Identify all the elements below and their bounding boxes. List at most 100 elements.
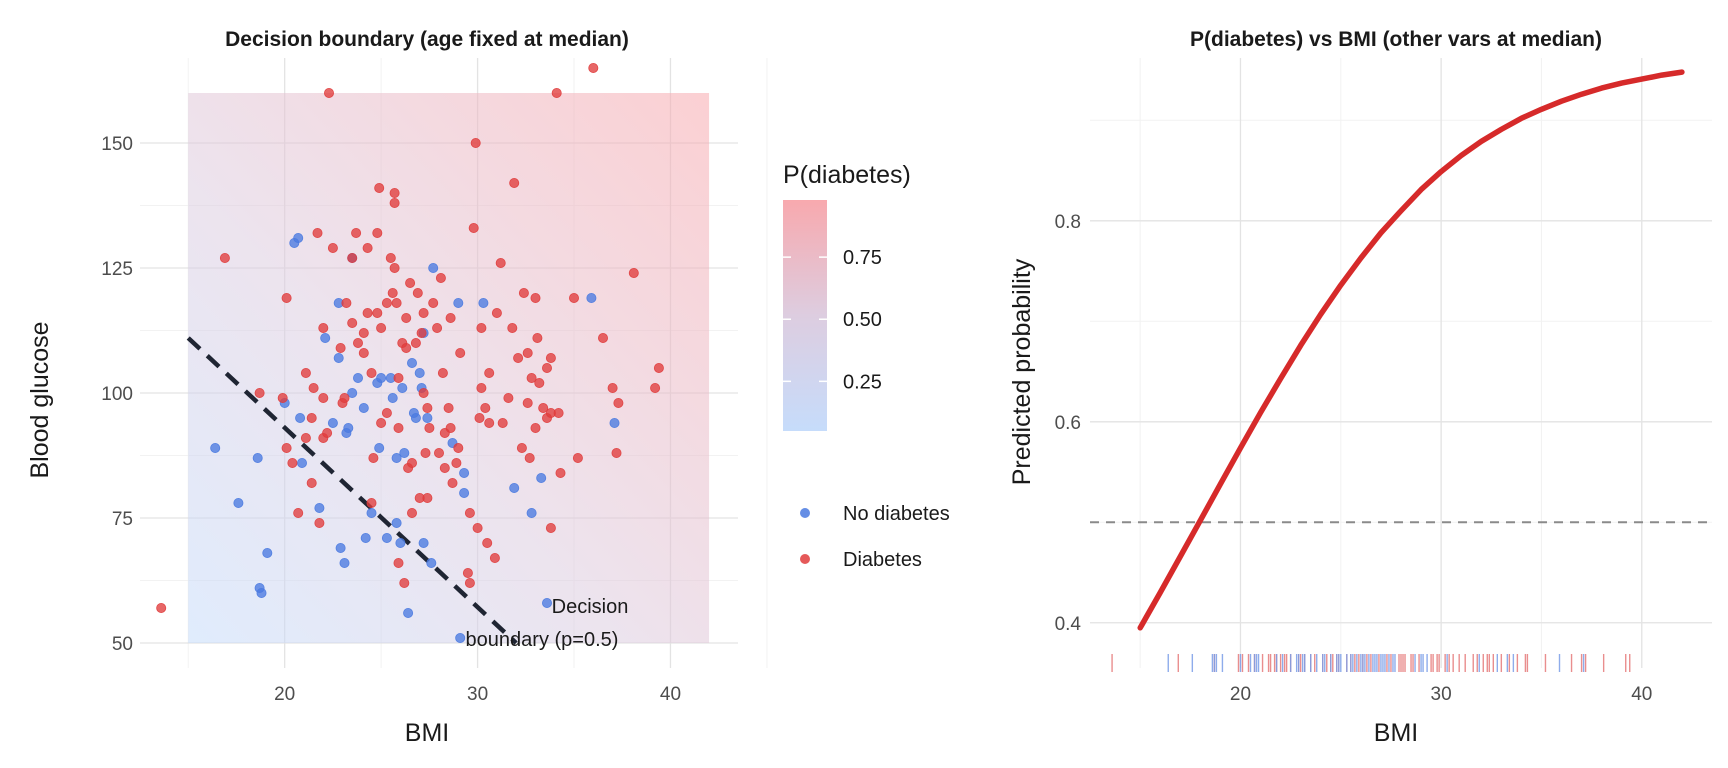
point-diabetes xyxy=(287,457,298,468)
point-diabetes xyxy=(385,252,396,263)
right-y-tick-label: 0.8 xyxy=(1055,212,1081,233)
point-no-diabetes xyxy=(418,538,429,549)
point-diabetes xyxy=(387,287,398,298)
point-diabetes xyxy=(484,417,495,428)
point-no-diabetes xyxy=(391,452,402,463)
point-diabetes xyxy=(518,287,529,298)
point-no-diabetes xyxy=(428,262,439,273)
colorbar-tick-label: 0.75 xyxy=(843,247,882,269)
point-no-diabetes xyxy=(586,292,597,303)
point-no-diabetes xyxy=(406,357,417,368)
colorbar xyxy=(783,200,827,431)
colorbar-title: P(diabetes) xyxy=(783,161,911,189)
point-diabetes xyxy=(381,407,392,418)
point-diabetes xyxy=(569,292,580,303)
point-diabetes xyxy=(445,422,456,433)
right-gridlines xyxy=(1090,58,1712,668)
point-no-diabetes xyxy=(397,382,408,393)
point-no-diabetes xyxy=(256,588,267,599)
point-diabetes xyxy=(300,367,311,378)
point-diabetes xyxy=(545,523,556,534)
point-diabetes xyxy=(588,63,599,74)
point-diabetes xyxy=(491,307,502,318)
point-no-diabetes xyxy=(381,533,392,544)
point-diabetes xyxy=(509,177,520,188)
point-diabetes xyxy=(323,88,334,99)
point-no-diabetes xyxy=(366,507,377,518)
right-y-axis-title: Predicted probability xyxy=(1008,258,1036,485)
point-diabetes xyxy=(530,292,541,303)
point-diabetes xyxy=(314,518,325,529)
probability-curve-panel: P(diabetes) vs BMI (other vars at median… xyxy=(1008,28,1712,747)
point-diabetes xyxy=(406,457,417,468)
point-diabetes xyxy=(462,568,473,579)
point-diabetes xyxy=(613,397,624,408)
point-no-diabetes xyxy=(509,482,520,493)
point-diabetes xyxy=(412,287,423,298)
point-diabetes xyxy=(281,442,292,453)
point-no-diabetes xyxy=(399,447,410,458)
point-diabetes xyxy=(372,307,383,318)
point-diabetes xyxy=(530,422,541,433)
point-diabetes xyxy=(322,427,333,438)
point-diabetes xyxy=(376,417,387,428)
point-diabetes xyxy=(422,492,433,503)
left-chart-title: Decision boundary (age fixed at median) xyxy=(225,28,629,51)
point-no-diabetes xyxy=(293,232,304,243)
point-no-diabetes xyxy=(374,442,385,453)
point-diabetes xyxy=(335,342,346,353)
left-y-tick-label: 50 xyxy=(112,634,133,655)
point-diabetes xyxy=(497,417,508,428)
point-no-diabetes xyxy=(395,538,406,549)
point-diabetes xyxy=(424,422,435,433)
point-diabetes xyxy=(526,372,537,383)
point-diabetes xyxy=(516,442,527,453)
point-diabetes xyxy=(451,457,462,468)
point-diabetes xyxy=(366,367,377,378)
point-diabetes xyxy=(410,337,421,348)
point-diabetes xyxy=(453,442,464,453)
point-diabetes xyxy=(318,392,329,403)
point-diabetes xyxy=(366,497,377,508)
left-tick-labels: 20 30 40 50 75 100 125 150 xyxy=(101,134,681,705)
point-no-diabetes xyxy=(410,412,421,423)
point-diabetes xyxy=(555,467,566,478)
point-no-diabetes xyxy=(376,372,387,383)
point-diabetes xyxy=(418,307,429,318)
point-diabetes xyxy=(416,327,427,338)
point-diabetes xyxy=(607,382,618,393)
point-diabetes xyxy=(476,382,487,393)
point-no-diabetes xyxy=(296,457,307,468)
left-y-tick-label: 75 xyxy=(112,509,133,530)
point-diabetes xyxy=(650,382,661,393)
point-diabetes xyxy=(422,402,433,413)
point-diabetes xyxy=(277,392,288,403)
point-diabetes xyxy=(480,402,491,413)
point-diabetes xyxy=(281,292,292,303)
point-no-diabetes xyxy=(609,417,620,428)
point-diabetes xyxy=(389,262,400,273)
point-diabetes xyxy=(507,322,518,333)
point-diabetes xyxy=(401,312,412,323)
point-diabetes xyxy=(393,558,404,569)
point-diabetes xyxy=(476,322,487,333)
point-no-diabetes xyxy=(453,297,464,308)
boundary-label-line2: boundary (p=0.5) xyxy=(466,629,619,651)
point-diabetes xyxy=(437,367,448,378)
point-no-diabetes xyxy=(358,402,369,413)
point-diabetes xyxy=(308,382,319,393)
colorbar-ticks: 0.75 0.50 0.25 xyxy=(783,247,882,393)
probability-surface xyxy=(188,93,710,643)
decision-boundary-line xyxy=(186,336,518,645)
point-diabetes xyxy=(482,538,493,549)
point-no-diabetes xyxy=(542,598,553,609)
right-y-tick-label: 0.4 xyxy=(1055,614,1082,635)
decision-boundary-panel: Decision boundary (age fixed at median) … xyxy=(26,28,768,747)
point-diabetes xyxy=(358,347,369,358)
point-diabetes xyxy=(358,327,369,338)
point-diabetes xyxy=(389,187,400,198)
point-diabetes xyxy=(219,252,230,263)
point-diabetes xyxy=(464,578,475,589)
colorbar-tick-label: 0.25 xyxy=(843,371,882,393)
point-diabetes xyxy=(327,242,338,253)
